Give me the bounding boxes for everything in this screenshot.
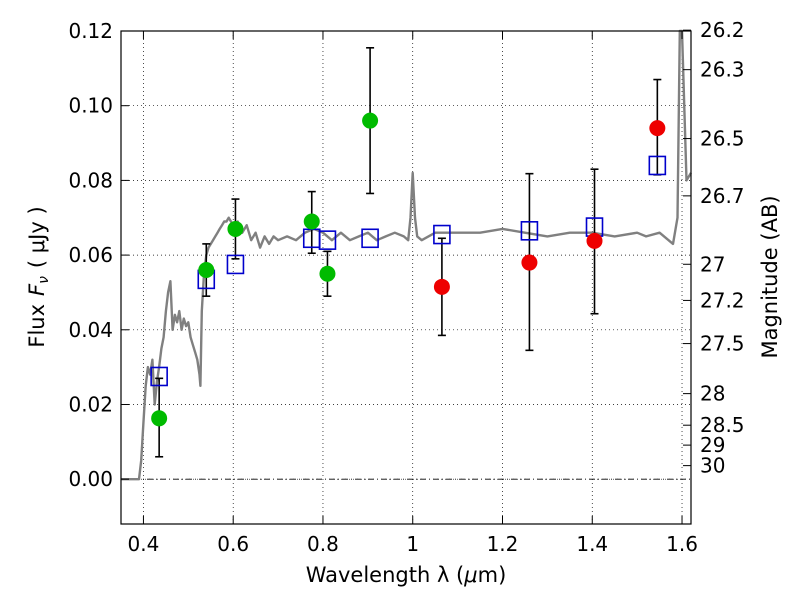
y-tick-label: 0.00 [68,467,113,491]
plot-frame [120,30,692,525]
observed-point [319,265,336,282]
model-photometry-marker [648,155,667,176]
y-tick-label: 0.10 [68,94,113,118]
observed-point [521,254,538,271]
mag-tick-label: 29 [700,433,725,457]
y-tick-label: 0.02 [68,392,113,416]
mag-tick-label: 26.5 [700,127,745,151]
observed-point [227,220,244,237]
y-tick-label: 0.12 [68,19,113,43]
x-tick-label: 0.6 [217,532,249,556]
y-axis-label: FluxFν( μJy ) [25,206,52,347]
x-tick-label: 0.8 [307,532,339,556]
model-photometry-marker [361,228,379,249]
observed-point [649,120,666,137]
x-tick-label: 0.4 [128,532,160,556]
observed-point [303,213,320,230]
y-tick-label: 0.08 [68,168,113,192]
mag-tick-label: 26.7 [700,184,745,208]
mag-tick-label: 28.5 [700,413,745,437]
mag-tick-label: 27.5 [700,332,745,356]
observed-point [151,410,168,427]
observed-point [362,112,379,129]
plot-area [121,31,691,524]
observed-points [151,112,666,427]
model-photometry-marker [520,221,539,241]
model-photometry-marker [150,366,168,387]
mag-tick-label: 30 [700,454,725,478]
observed-point [433,278,450,295]
y-tick-label: 0.04 [68,318,113,342]
mag-tick-label: 27.2 [700,288,745,312]
observed-point [198,262,215,279]
model-photometry-marker [433,224,451,245]
observed-point [586,232,603,249]
mag-tick-label: 27 [700,252,725,276]
x-tick-label: 1.6 [666,532,698,556]
mag-tick-label: 28 [700,382,725,406]
y-tick-label: 0.06 [68,243,113,267]
x-tick-label: 1 [406,532,419,556]
model-photometry-marker [318,230,337,250]
mag-tick-label: 26.3 [700,58,745,82]
x-tick-label: 1.2 [487,532,519,556]
mag-tick-label: 26.2 [700,18,745,42]
x-axis-label: Wavelength λ (μm) [306,563,507,587]
ticks: 0.4 0.6 0.8 1 1.2 1.4 1.6 0.00 0.02 0.04 0.06 0.08 0… [68,18,744,556]
model-photometry-marker [226,254,245,275]
x-tick-label: 1.4 [576,532,608,556]
y2-axis-label: Magnitude (AB) [758,195,782,358]
